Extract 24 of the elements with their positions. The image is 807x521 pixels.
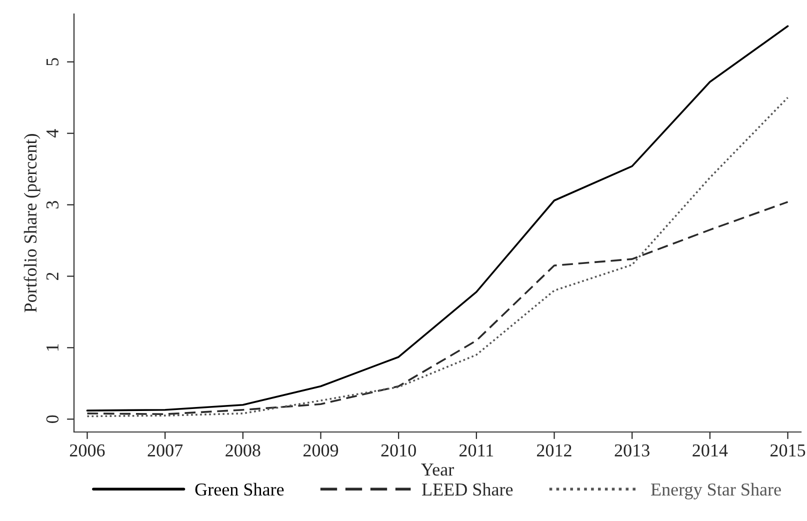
y-tick-label: 4: [46, 129, 58, 138]
x-tick-label: 2013: [614, 444, 650, 457]
x-tick-label: 2008: [226, 444, 260, 457]
text: Energy Star Share: [651, 482, 781, 500]
y-tick-label: 0: [46, 415, 59, 423]
y-tick-label: 2: [46, 272, 58, 280]
y-axis-title: Portfolio Share (percent): [24, 134, 40, 312]
x-tick-label: 2010: [381, 444, 416, 457]
x-axis-title: Year: [421, 464, 454, 476]
text: Green Share: [195, 482, 284, 496]
line-series: [86, 96, 789, 418]
line-series: [86, 25, 789, 412]
x-tick-label: 2006: [70, 444, 105, 457]
x-tick-label: 2007: [148, 444, 183, 457]
x-tick-label: 2015: [770, 444, 806, 457]
x-tick-label: 2011: [459, 444, 494, 457]
y-tick-label: 1: [46, 344, 58, 351]
x-tick-label: 2014: [692, 444, 728, 457]
x-tick-label: 2009: [303, 444, 338, 457]
y-tick-label: 3: [46, 200, 59, 208]
line-series: [86, 201, 789, 416]
y-tick-label: 5: [46, 58, 59, 66]
text: LEED Share: [422, 482, 513, 496]
x-tick-label: 2012: [536, 444, 572, 457]
